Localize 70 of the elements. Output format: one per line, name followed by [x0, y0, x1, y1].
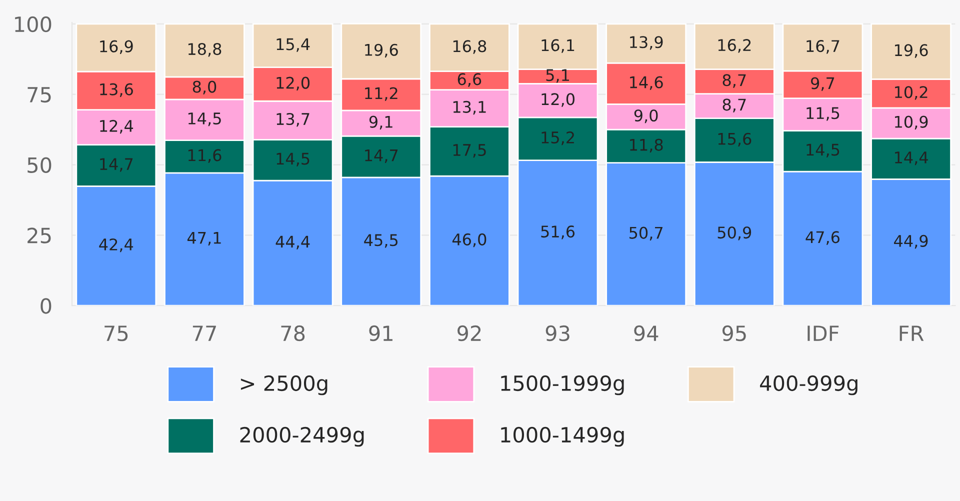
data-label: 16,8	[453, 40, 486, 54]
y-tick-label: 100	[15, 16, 52, 32]
legend-label: 2000-2499g	[240, 426, 364, 447]
data-label: 9,7	[811, 77, 834, 91]
legend-label: 1000-1499g	[501, 426, 624, 447]
data-label: 14,4	[895, 152, 928, 166]
data-label: 15,4	[276, 38, 310, 52]
data-label: 13,7	[276, 112, 310, 127]
data-label: 14,5	[188, 112, 221, 126]
data-label: 16,9	[100, 40, 133, 54]
data-label: 14,5	[276, 152, 310, 166]
x-tick-label: 92	[457, 325, 481, 342]
x-tick-label: 95	[722, 325, 746, 342]
data-label: 11,5	[806, 107, 840, 121]
data-label: 15,6	[718, 132, 752, 147]
data-label: 9,1	[369, 116, 392, 130]
data-label: 14,7	[365, 150, 398, 164]
data-label: 42,4	[99, 238, 134, 252]
data-label: 10,9	[895, 116, 928, 130]
data-label: 9,0	[634, 109, 658, 124]
data-label: 11,2	[365, 87, 398, 101]
legend-label: 400-999g	[760, 375, 858, 396]
data-label: 13,9	[630, 36, 663, 50]
data-label: 44,9	[894, 234, 928, 249]
data-label: 14,6	[630, 76, 663, 90]
data-label: 6,6	[458, 73, 482, 87]
data-label: 44,4	[276, 236, 310, 250]
data-label: 51,6	[541, 225, 575, 240]
data-label: 11,8	[630, 138, 663, 152]
x-tick-label: IDF	[808, 326, 839, 341]
data-label: 15,2	[542, 131, 574, 146]
legend-label: > 2500g	[240, 375, 328, 396]
data-label: 16,2	[718, 39, 751, 53]
data-label: 47,6	[806, 231, 840, 245]
data-label: 50,7	[630, 226, 662, 240]
data-label: 18,8	[188, 42, 222, 57]
data-label: 50,9	[718, 226, 752, 240]
x-tick-label: 77	[192, 326, 216, 341]
x-tick-label: 75	[104, 326, 128, 342]
legend-label: 1500-1999g	[501, 375, 624, 396]
data-label: 13,6	[100, 83, 133, 97]
y-tick-label: 0	[40, 298, 52, 314]
data-label: 8,7	[722, 98, 746, 112]
x-tick-label: 93	[546, 325, 570, 342]
data-label: 16,7	[806, 40, 840, 54]
data-label: 19,6	[895, 44, 928, 58]
y-tick-label: 75	[28, 87, 51, 103]
y-tick-label: 25	[28, 228, 51, 244]
data-label: 8,7	[722, 74, 746, 88]
data-label: 5,1	[546, 69, 569, 83]
data-label: 14,7	[100, 158, 133, 172]
data-label: 10,2	[895, 86, 928, 100]
y-tick-label: 50	[28, 157, 52, 173]
data-label: 17,5	[453, 144, 486, 158]
data-label: 8,0	[192, 80, 216, 94]
x-tick-label: 91	[369, 325, 392, 342]
data-label: 19,6	[365, 44, 398, 58]
data-label: 16,1	[542, 39, 574, 53]
data-label: 13,1	[453, 100, 486, 115]
data-label: 46,0	[452, 233, 486, 248]
data-label: 11,6	[188, 149, 222, 163]
data-label: 12,0	[276, 76, 310, 90]
data-label: 47,1	[187, 232, 221, 246]
data-label: 12,0	[542, 93, 574, 107]
data-label: 45,5	[364, 234, 398, 248]
x-tick-label: FR	[900, 326, 924, 341]
x-tick-label: 94	[634, 325, 658, 342]
data-label: 14,5	[806, 144, 840, 158]
x-tick-label: 78	[281, 325, 305, 342]
data-label: 12,4	[100, 120, 134, 134]
